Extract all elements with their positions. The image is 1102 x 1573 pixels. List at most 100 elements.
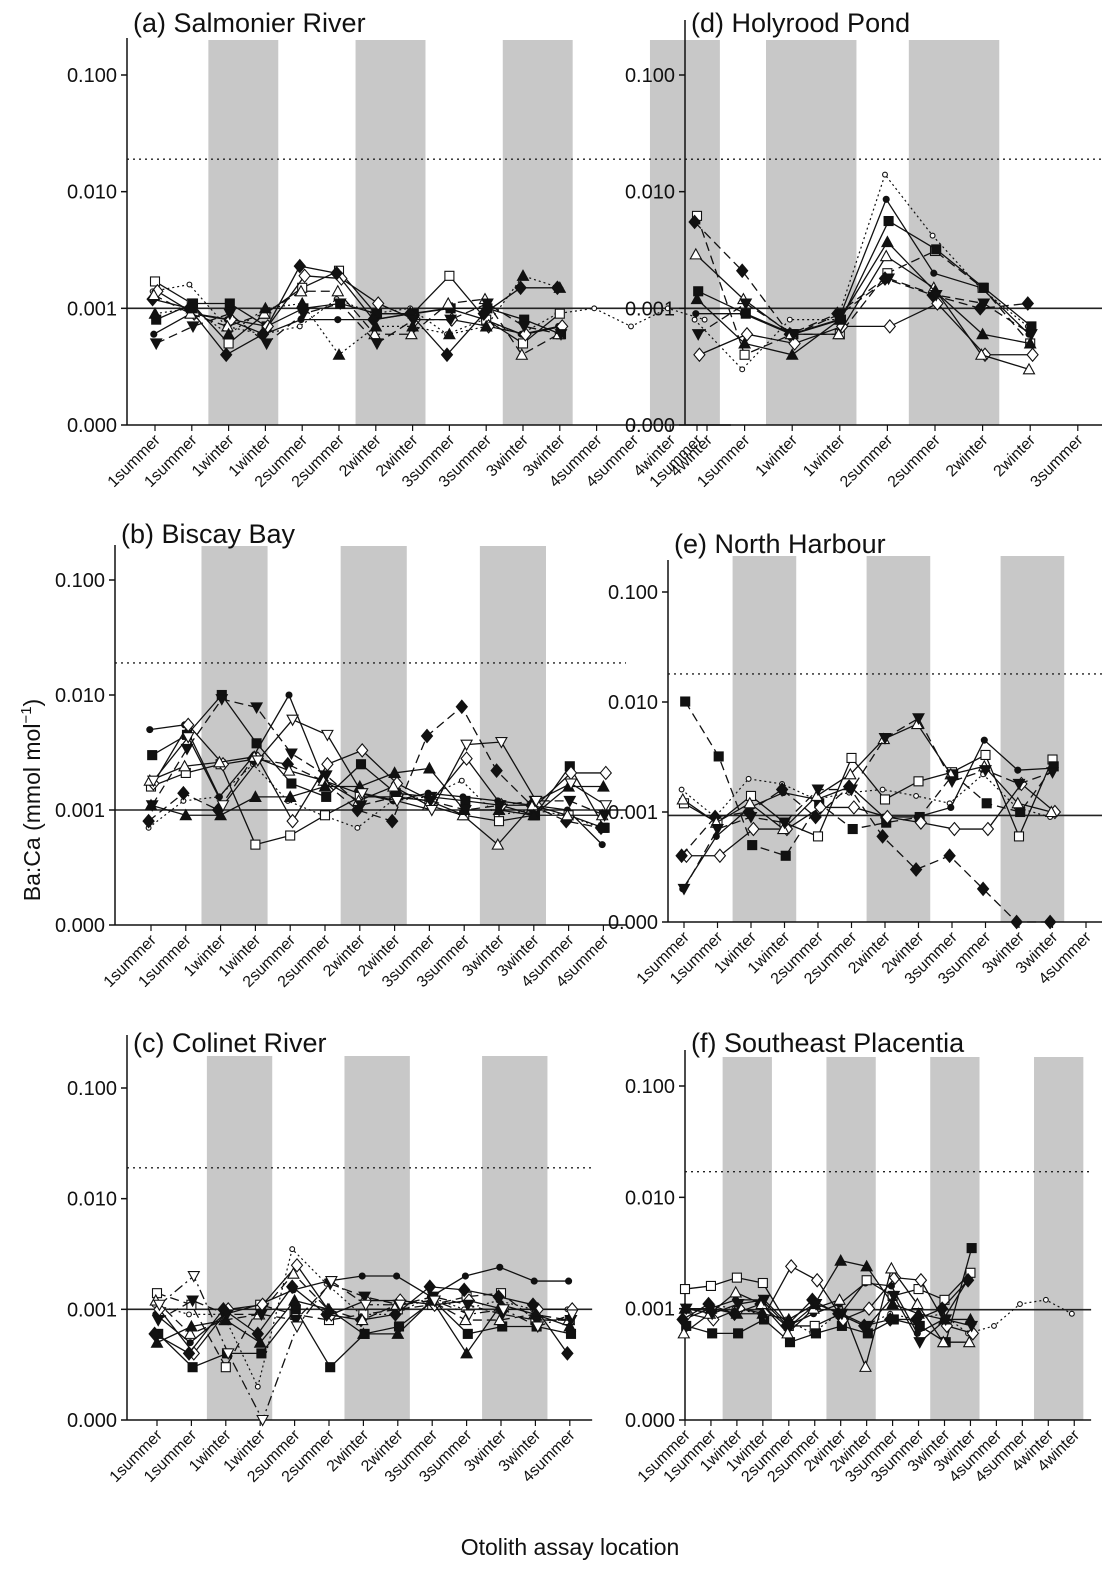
data-point <box>530 1315 544 1327</box>
data-point <box>420 728 434 744</box>
data-point <box>676 792 690 805</box>
data-point <box>530 1277 538 1285</box>
y-tick-label: 0.010 <box>55 685 105 707</box>
data-point <box>1044 805 1058 818</box>
data-point <box>187 1362 198 1373</box>
y-axis-label-superscript: −1 <box>18 706 35 723</box>
y-tick-label: 0.000 <box>55 915 105 937</box>
panel-title: (a) Salmonier River <box>133 8 366 38</box>
data-point <box>780 850 791 861</box>
data-point <box>745 775 752 782</box>
data-point <box>1015 806 1026 818</box>
data-point <box>223 338 234 349</box>
data-point <box>354 824 361 831</box>
series-line <box>151 698 605 816</box>
data-point <box>285 1279 299 1295</box>
data-point <box>519 326 532 342</box>
data-point <box>515 348 529 360</box>
data-point <box>181 717 195 733</box>
data-point <box>678 786 685 793</box>
data-point <box>565 1309 579 1322</box>
data-point <box>293 258 307 274</box>
data-point <box>939 1314 953 1327</box>
data-point <box>493 816 505 827</box>
data-point <box>321 756 334 772</box>
y-tick-label: 0.100 <box>67 1078 117 1100</box>
data-point <box>977 298 991 311</box>
series-line <box>686 782 1056 857</box>
y-tick-label: 0.001 <box>55 800 105 822</box>
data-point <box>386 779 400 792</box>
data-point <box>462 1328 473 1339</box>
data-point <box>356 1327 370 1339</box>
data-point <box>514 280 527 296</box>
data-point <box>598 810 612 822</box>
winter-band <box>344 1056 410 1420</box>
data-point <box>250 702 264 715</box>
data-point <box>886 1297 900 1310</box>
data-point <box>881 809 894 825</box>
data-point <box>215 694 229 706</box>
data-point <box>945 776 959 788</box>
data-point <box>285 691 293 699</box>
data-point <box>496 1263 504 1271</box>
data-point <box>679 1284 691 1295</box>
data-point <box>319 810 331 821</box>
data-point <box>214 808 228 821</box>
data-point <box>458 804 472 817</box>
series-line <box>154 275 560 356</box>
data-point <box>563 795 577 808</box>
data-point <box>458 777 465 784</box>
data-point <box>786 316 793 323</box>
data-point <box>146 775 160 788</box>
data-point <box>1021 296 1035 311</box>
winter-band <box>1000 556 1065 922</box>
data-point <box>219 347 233 363</box>
data-point <box>496 1304 510 1316</box>
y-tick-label: 0.000 <box>625 1410 675 1432</box>
data-point <box>404 327 418 340</box>
y-tick-label: 0.010 <box>608 692 658 714</box>
data-point <box>1068 1310 1075 1317</box>
data-point <box>846 752 857 764</box>
data-point <box>216 800 230 812</box>
y-tick-label: 0.010 <box>67 182 117 204</box>
data-point <box>859 1360 872 1372</box>
data-point <box>965 1320 979 1333</box>
series-line <box>152 718 607 811</box>
data-point <box>810 789 824 801</box>
data-point <box>223 308 237 321</box>
data-point <box>690 292 704 305</box>
y-tick-label: 0.001 <box>625 298 675 320</box>
y-axis-label-main: Ba:Ca (mmol mol <box>19 724 45 902</box>
data-point <box>286 778 297 789</box>
data-point <box>785 348 799 360</box>
series-line <box>699 302 1033 356</box>
winter-band <box>908 40 1000 425</box>
data-point <box>757 1277 768 1289</box>
data-point <box>689 247 703 260</box>
series-line <box>683 1277 970 1335</box>
data-point <box>288 1293 302 1306</box>
series-line <box>155 302 562 345</box>
data-point <box>290 1304 301 1315</box>
data-point <box>177 785 190 801</box>
data-point <box>178 759 192 772</box>
data-point <box>460 1346 474 1359</box>
data-point <box>912 1307 925 1319</box>
data-point <box>910 717 924 730</box>
data-point <box>833 1293 846 1305</box>
data-point <box>883 1312 897 1327</box>
data-point <box>444 270 455 281</box>
data-point <box>740 308 751 319</box>
data-point <box>493 800 507 812</box>
data-point <box>564 778 578 791</box>
y-tick-label: 0.100 <box>608 582 658 604</box>
data-point <box>784 1337 796 1348</box>
data-point <box>553 281 567 293</box>
data-point <box>861 1275 872 1286</box>
data-point <box>355 1313 369 1326</box>
data-point <box>675 848 688 864</box>
data-point <box>677 1326 691 1339</box>
